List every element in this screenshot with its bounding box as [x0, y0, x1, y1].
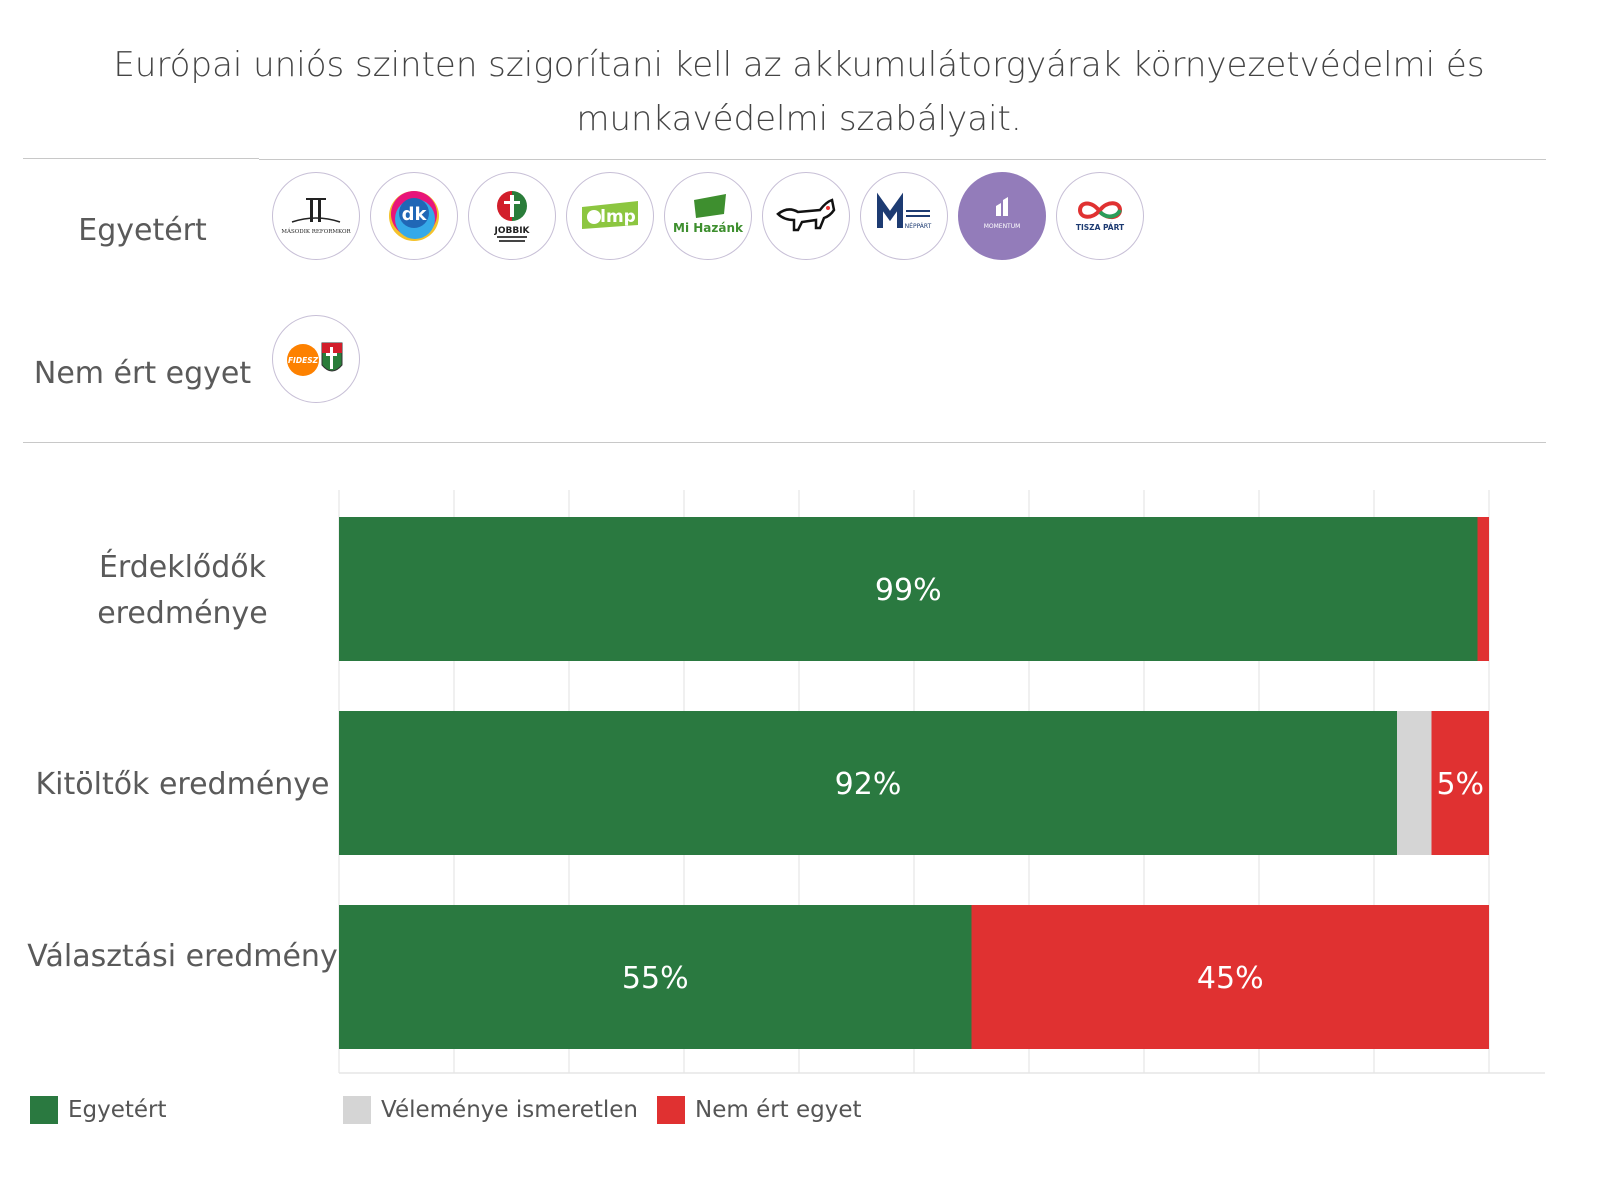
- bar-disagree-2: [1431, 711, 1489, 855]
- svg-text:Mi Hazánk: Mi Hazánk: [673, 221, 744, 235]
- masodik-reformkor-logo: MÁSODIK REFORMKOR: [272, 172, 360, 260]
- legend-item-unknown: Véleménye ismeretlen: [343, 1096, 638, 1124]
- legend-item-disagree: Nem ért egyet: [657, 1096, 862, 1124]
- tisza-logo: TISZA PÁRT: [1056, 172, 1144, 260]
- title-line-2: munkavédelmi szabályait.: [576, 99, 1022, 139]
- svg-text:FIDESZ: FIDESZ: [288, 356, 319, 365]
- data-label-agree-2: 92%: [835, 767, 902, 802]
- bar-agree-3: [339, 905, 972, 1049]
- legend-item-agree: Egyetért: [30, 1096, 167, 1124]
- bar-agree-1: [339, 517, 1478, 661]
- mmm-logo: NÉPPÁRT: [860, 172, 948, 260]
- legend-swatch-unknown: [343, 1096, 371, 1124]
- legend-label-agree: Egyetért: [68, 1097, 167, 1123]
- dk-logo: dk: [370, 172, 458, 260]
- jobbik-logo: JOBBIK: [468, 172, 556, 260]
- svg-text:NÉPPÁRT: NÉPPÁRT: [905, 222, 932, 230]
- legend-swatch-disagree: [657, 1096, 685, 1124]
- divider-top: [259, 159, 1546, 160]
- data-label-agree-3: 55%: [622, 961, 689, 996]
- disagree-party-logos: FIDESZ: [272, 315, 360, 403]
- category-label-1: Érdeklődők eredménye: [97, 550, 268, 631]
- agree-row-label: Egyetért: [78, 213, 207, 248]
- category-label-2: Kitöltők eredménye: [35, 767, 330, 802]
- bar-unknown-2: [1397, 711, 1432, 855]
- title-line-1: Európai uniós szinten szigorítani kell a…: [113, 45, 1485, 85]
- svg-text:TISZA PÁRT: TISZA PÁRT: [1076, 223, 1125, 232]
- data-label-agree-1: 99%: [875, 573, 942, 608]
- svg-text:MÁSODIK REFORMKOR: MÁSODIK REFORMKOR: [281, 228, 351, 235]
- legend-label-disagree: Nem ért egyet: [695, 1097, 862, 1123]
- momentum-logo: MOMENTUM: [958, 172, 1046, 260]
- data-label-disagree-2: 5%: [1436, 767, 1484, 802]
- bar-agree-2: [339, 711, 1397, 855]
- mkkp-dog-logo: [762, 172, 850, 260]
- legend-label-unknown: Véleménye ismeretlen: [381, 1097, 639, 1123]
- category-label-3: Választási eredmény: [27, 939, 338, 974]
- svg-text:dk: dk: [402, 204, 428, 225]
- fidesz-kdnp-logo: FIDESZ: [272, 315, 360, 403]
- svg-text:lmp: lmp: [600, 207, 636, 227]
- legend-swatch-agree: [30, 1096, 58, 1124]
- divider-bottom: [23, 442, 1546, 443]
- divider-left: [23, 158, 259, 159]
- agree-party-logos: MÁSODIK REFORMKOR dk JOBBIK lmp Mi Hazán…: [272, 172, 1144, 260]
- disagree-row-label: Nem ért egyet: [33, 356, 252, 391]
- bar-disagree-3: [971, 905, 1489, 1049]
- svg-text:MOMENTUM: MOMENTUM: [984, 223, 1021, 230]
- mi-hazank-logo: Mi Hazánk: [664, 172, 752, 260]
- chart-title: Európai uniós szinten szigorítani kell a…: [20, 38, 1578, 146]
- lmp-logo: lmp: [566, 172, 654, 260]
- data-label-disagree-3: 45%: [1197, 961, 1264, 996]
- svg-text:JOBBIK: JOBBIK: [493, 226, 530, 236]
- bar-disagree-1: [1477, 517, 1489, 661]
